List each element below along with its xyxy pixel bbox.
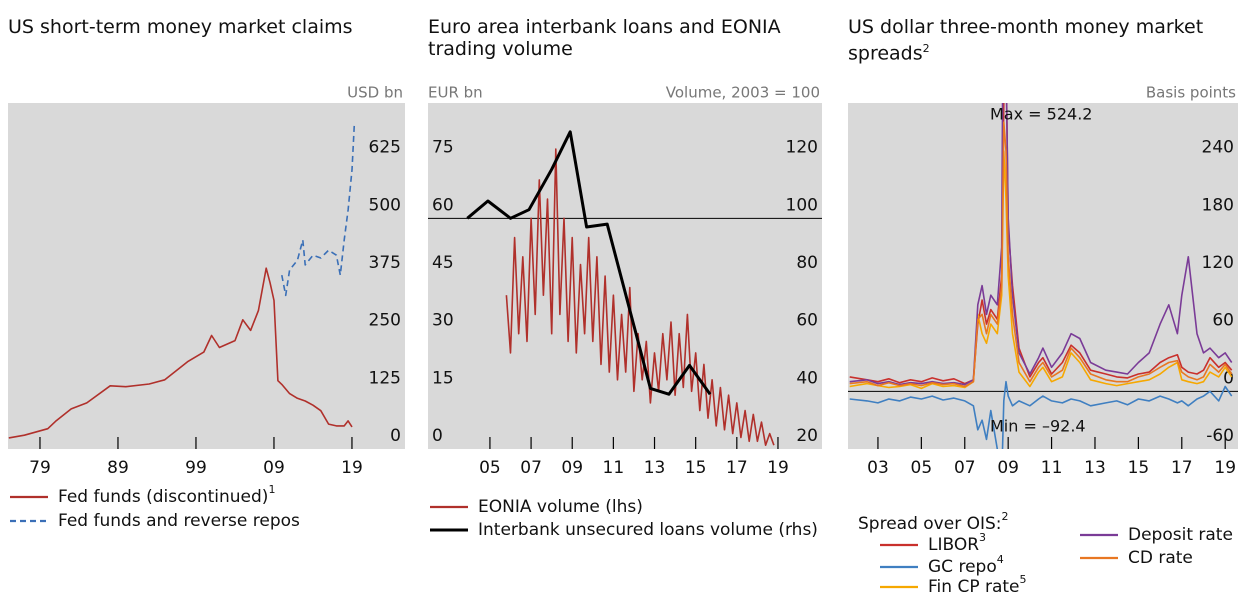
legend-label: GC repo4 <box>928 553 1004 577</box>
plot-area <box>8 103 405 449</box>
x-tick-label: 13 <box>644 458 666 478</box>
x-tick-label: 19 <box>1214 458 1236 478</box>
x-tick-label: 17 <box>1171 458 1193 478</box>
legend-title: Spread over OIS:2 <box>858 510 1009 534</box>
legend-sup: 3 <box>979 531 986 544</box>
y-tick-label: 120 <box>786 138 818 158</box>
plot-area <box>848 103 1238 449</box>
legend-label: CD rate <box>1128 548 1193 568</box>
y-tick-label: 80 <box>796 253 818 273</box>
legend-text: GC repo <box>928 557 997 577</box>
series-group <box>466 130 775 446</box>
y-tick-label: 100 <box>786 195 818 215</box>
series-line <box>849 380 1233 449</box>
x-tick-label: 09 <box>263 458 285 478</box>
x-tick-label: 15 <box>685 458 707 478</box>
legend-label: EONIA volume (lhs) <box>478 497 643 517</box>
y-tick-label: 60 <box>432 195 454 215</box>
y-tick-label: 120 <box>1202 253 1234 273</box>
legend-sup: 4 <box>997 553 1004 566</box>
y-tick-label: 15 <box>432 368 454 388</box>
y-tick-label: 0 <box>432 426 443 446</box>
legend-title-sup: 2 <box>1002 510 1009 523</box>
x-tick-label: 09 <box>997 458 1019 478</box>
series-line <box>505 148 775 446</box>
y-tick-label: 45 <box>432 253 454 273</box>
x-tick-label: 09 <box>561 458 583 478</box>
legend-text: LIBOR <box>928 535 979 555</box>
legend-label: Fed funds (discontinued)1 <box>58 483 275 507</box>
y-tick-label: 30 <box>432 311 454 331</box>
legend-text: Fed funds and reverse repos <box>58 511 300 531</box>
y-tick-label: 75 <box>432 138 454 158</box>
y-tick-label: 500 <box>369 195 401 215</box>
unit-label: Volume, 2003 = 100 <box>666 84 820 102</box>
annotation: Min = –92.4 <box>990 417 1086 436</box>
y-tick-label: 240 <box>1202 138 1234 158</box>
y-tick-label: 0 <box>390 426 401 446</box>
y-tick-label: 60 <box>1212 311 1234 331</box>
y-tick-label: 625 <box>369 138 401 158</box>
series-line <box>849 121 1233 388</box>
x-tick-label: 11 <box>603 458 625 478</box>
series-group <box>8 124 356 439</box>
series-group <box>849 103 1233 449</box>
annotation: Max = 524.2 <box>990 105 1092 124</box>
legend-title-text: Spread over OIS: <box>858 514 1002 534</box>
legend-label: LIBOR3 <box>928 531 986 555</box>
legend-label: Deposit rate <box>1128 525 1233 545</box>
series-line <box>8 267 353 439</box>
legend-label: Fin CP rate5 <box>928 573 1027 594</box>
series-line <box>281 124 356 297</box>
x-tick-label: 13 <box>1084 458 1106 478</box>
x-tick-label: 05 <box>479 458 501 478</box>
x-tick-label: 03 <box>867 458 889 478</box>
plot-area <box>428 103 822 449</box>
y-tick-label: 180 <box>1202 195 1234 215</box>
y-tick-label: -60 <box>1206 426 1234 446</box>
y-tick-label: 125 <box>369 368 401 388</box>
series-line <box>466 130 712 396</box>
legend-text: Fed funds (discontinued) <box>58 487 268 507</box>
x-tick-label: 17 <box>726 458 748 478</box>
legend-label: Fed funds and reverse repos <box>58 511 300 531</box>
x-tick-label: 99 <box>185 458 207 478</box>
y-tick-label: 0 <box>1223 368 1234 388</box>
x-tick-label: 11 <box>1041 458 1063 478</box>
chart-title: US short-term money market claims <box>8 16 353 38</box>
x-tick-label: 07 <box>954 458 976 478</box>
unit-label: EUR bn <box>428 84 483 102</box>
x-tick-label: 15 <box>1128 458 1150 478</box>
legend-sup: 5 <box>1020 573 1027 586</box>
legend-sup: 1 <box>268 483 275 496</box>
y-tick-label: 375 <box>369 253 401 273</box>
legend-text: Interbank unsecured loans volume (rhs) <box>478 520 818 540</box>
x-tick-label: 05 <box>911 458 933 478</box>
x-tick-label: 89 <box>107 458 129 478</box>
series-line <box>849 103 1233 386</box>
y-tick-label: 250 <box>369 311 401 331</box>
x-tick-label: 19 <box>767 458 789 478</box>
y-tick-label: 20 <box>796 426 818 446</box>
x-tick-label: 19 <box>341 458 363 478</box>
legend-label: Interbank unsecured loans volume (rhs) <box>478 520 818 540</box>
chart-title: US dollar three-month money market sprea… <box>848 16 1204 65</box>
y-tick-label: 40 <box>796 368 818 388</box>
legend-text: CD rate <box>1128 548 1193 568</box>
series-line <box>849 103 1233 385</box>
unit-label: Basis points <box>1146 84 1236 102</box>
unit-label: USD bn <box>347 84 403 102</box>
chart-title: Euro area interbank loans and EONIA trad… <box>428 16 781 60</box>
x-tick-label: 79 <box>29 458 51 478</box>
series-line <box>849 150 1233 390</box>
x-tick-label: 07 <box>520 458 542 478</box>
legend-text: Fin CP rate <box>928 577 1020 594</box>
legend-text: Deposit rate <box>1128 525 1233 545</box>
legend-text: EONIA volume (lhs) <box>478 497 643 517</box>
y-tick-label: 60 <box>796 311 818 331</box>
